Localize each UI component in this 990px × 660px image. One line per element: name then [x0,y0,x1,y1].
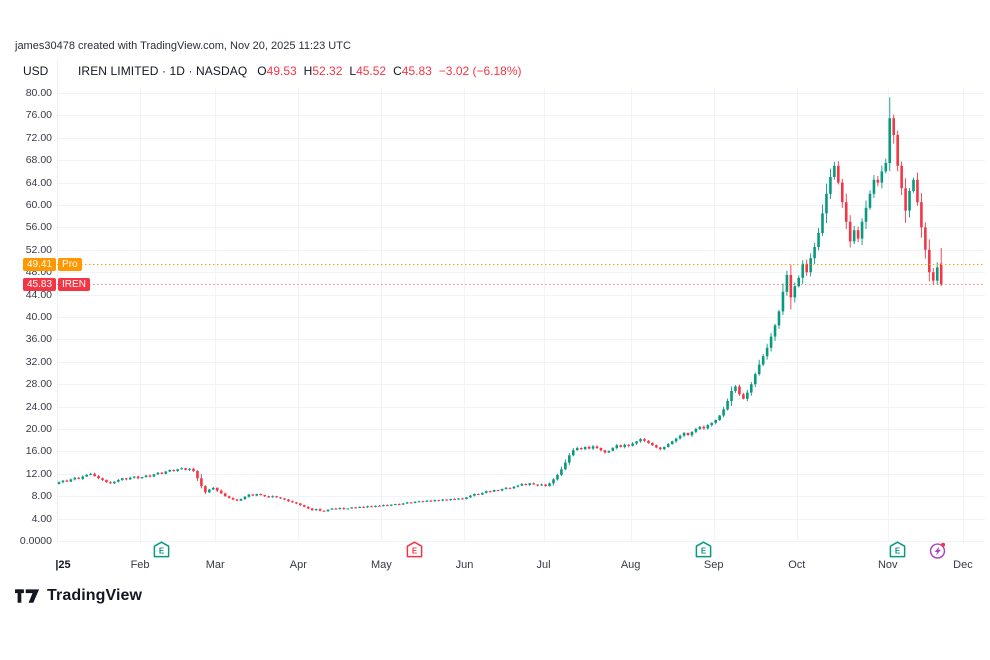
pro-tag: Pro [58,257,82,271]
symbol-title[interactable]: IREN LIMITED · 1D · NASDAQ [78,64,248,78]
tradingview-logo-icon [15,588,40,604]
earnings-icon[interactable]: E [889,541,907,559]
pro-price-value: 49.41 [23,257,57,271]
svg-text:E: E [895,546,900,555]
change-value: −3.02 (−6.18%) [438,64,522,78]
svg-text:E: E [701,546,706,555]
close-value: C45.83 [393,64,432,78]
pro-price-label[interactable]: 49.41 Pro [23,257,82,271]
ohlc-values: O49.53 H52.32 L45.52 C45.83 −3.02 (−6.18… [257,64,521,78]
chart-header: USD IREN LIMITED · 1D · NASDAQ O49.53 H5… [23,64,522,78]
tradingview-logo-text: TradingView [47,587,143,604]
open-value: O49.53 [257,64,297,78]
low-value: L45.52 [349,64,387,78]
earnings-icon[interactable]: E [695,541,713,559]
svg-text:E: E [159,546,164,555]
current-price-value: 45.83 [23,277,57,291]
credit-line: james30478 created with TradingView.com,… [15,40,351,52]
current-price-label[interactable]: 45.83 IREN [23,277,90,291]
tradingview-logo[interactable]: TradingView [15,587,142,605]
high-value: H52.32 [303,64,343,78]
symbol-tag: IREN [58,277,90,291]
upcoming-event-icon[interactable] [928,541,946,559]
earnings-icon[interactable]: E [406,541,424,559]
svg-text:E: E [412,546,417,555]
earnings-icon[interactable]: E [153,541,171,559]
currency-label[interactable]: USD [23,64,49,78]
